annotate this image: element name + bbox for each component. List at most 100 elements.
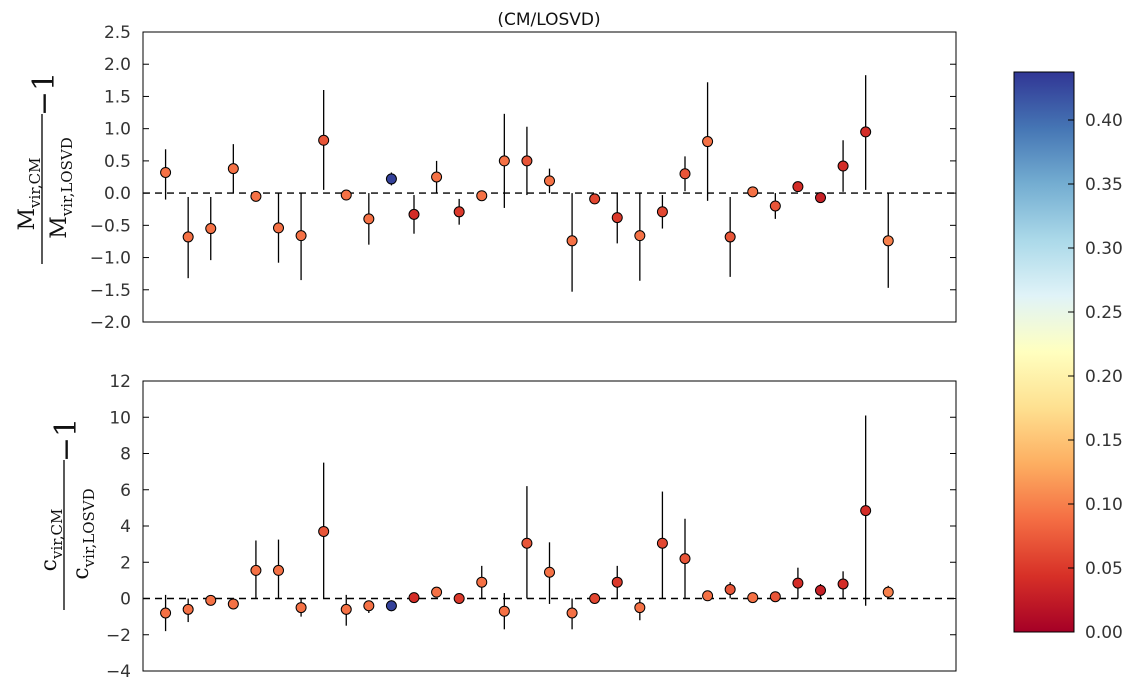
data-point (431, 586, 443, 598)
data-point (295, 230, 307, 242)
colorbar-tick-label: 0.35 (1085, 175, 1123, 195)
y-tick-label: 10 (109, 408, 131, 428)
y-tick-label: 8 (120, 445, 131, 465)
colorbar-tick-label: 0.30 (1085, 239, 1123, 259)
data-point (498, 155, 510, 167)
plot-frame (142, 380, 957, 672)
y-tick-label: 0.0 (104, 184, 131, 204)
y-tick-label: −1.0 (90, 249, 131, 269)
data-point (227, 163, 239, 175)
data-point (273, 222, 284, 234)
y-tick-label: 1.0 (104, 120, 131, 140)
data-point (521, 155, 533, 167)
data-point (679, 168, 691, 180)
data-point (747, 186, 759, 198)
label-numerator-sub: vir,CM (26, 158, 44, 209)
data-point (566, 235, 578, 247)
colorbar: 0.00 0.05 0.10 0.15 0.20 0.25 0.30 0.35 0.40 (1013, 71, 1123, 643)
data-point (815, 584, 826, 596)
y-tick-label: 0 (120, 590, 131, 610)
data-point (702, 590, 714, 602)
data-point (340, 603, 352, 615)
data-point (250, 190, 262, 202)
data-point (747, 592, 759, 604)
colorbar-tick-label: 0.05 (1085, 559, 1123, 579)
colorbar-tick-label: 0.40 (1085, 111, 1123, 131)
y-tick-label: 0.5 (104, 152, 131, 172)
data-point (363, 600, 375, 612)
data-point (160, 166, 172, 178)
label-denominator-sub: vir,LOSVD (58, 137, 76, 217)
y-tick-label: 1.5 (104, 87, 131, 107)
label-numerator: cvir,CM (37, 509, 66, 572)
colorbar-tick-label: 0.00 (1085, 623, 1123, 643)
data-point (634, 602, 646, 614)
data-point (182, 231, 194, 243)
data-point (611, 212, 623, 224)
colorbar-tick-label: 0.15 (1085, 431, 1123, 451)
data-point (724, 231, 736, 243)
data-point (295, 602, 307, 614)
data-point (431, 171, 443, 183)
label-numerator-sub: vir,CM (48, 509, 66, 560)
data-point (476, 576, 488, 588)
y-tick-label: 2 (120, 553, 131, 573)
data-point (837, 578, 849, 590)
data-point (837, 160, 849, 172)
data-point (769, 591, 781, 603)
data-point (544, 175, 555, 187)
y-tick-label: 2.0 (104, 55, 131, 75)
y-tick-label: 12 (109, 372, 131, 392)
data-point (160, 607, 172, 619)
data-point (453, 206, 465, 218)
data-point (589, 593, 601, 604)
data-point (634, 230, 646, 242)
colorbar-gradient (1013, 71, 1075, 633)
data-point (769, 200, 781, 212)
data-point (453, 593, 465, 604)
label-denominator: cvir,LOSVD (69, 488, 98, 579)
data-point (792, 577, 804, 589)
data-point (385, 600, 397, 612)
data-point (408, 592, 420, 604)
data-point (656, 206, 668, 218)
data-point (205, 594, 217, 606)
data-point (318, 525, 330, 537)
y-tick-label: 6 (120, 481, 131, 501)
y-tick-label: 2.5 (104, 23, 131, 43)
label-suffix: −1 (49, 418, 84, 462)
data-point (566, 607, 578, 619)
data-point (860, 505, 872, 517)
panel-mass-ratio: −2.0 −1.5 −1.0 −0.5 0.0 0.5 1.0 1.5 2.0 2.5 (90, 23, 957, 333)
data-point (498, 605, 510, 617)
data-point (656, 537, 668, 549)
y-tick-label: −2.0 (90, 313, 131, 333)
data-point (589, 193, 601, 205)
data-point (408, 208, 420, 220)
y-tick-label: −1.5 (90, 281, 131, 301)
label-suffix: −1 (27, 72, 62, 116)
data-point (815, 192, 826, 204)
data-point (476, 190, 488, 202)
data-point (882, 235, 894, 247)
label-numerator: Mvir,CM (15, 158, 44, 231)
colorbar-tick-label: 0.20 (1085, 367, 1123, 387)
data-point (250, 564, 262, 576)
data-point (205, 223, 217, 235)
data-point (182, 603, 194, 615)
y-tick-label: −2 (106, 626, 131, 646)
colorbar-tick-label: 0.10 (1085, 495, 1123, 515)
plot-frame (142, 31, 957, 323)
data-point (860, 126, 872, 138)
panel-concentration-ratio: −4 −2 0 2 4 6 8 10 12 (106, 372, 957, 682)
y-tick-label: 4 (120, 517, 131, 537)
data-point (363, 213, 375, 225)
data-point (724, 583, 736, 595)
data-point (792, 181, 804, 193)
chart-title: (CM/LOSVD) (497, 10, 600, 30)
